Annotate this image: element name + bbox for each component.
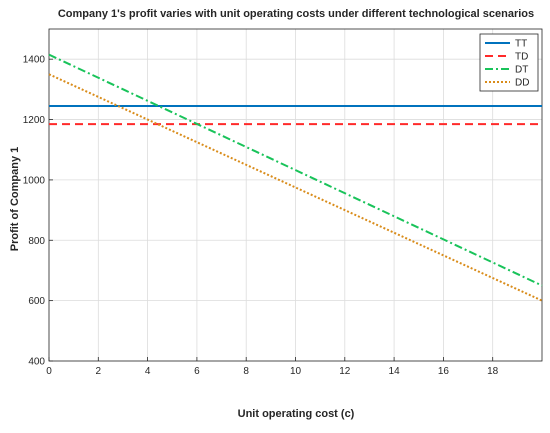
x-tick-label: 10 [290,366,302,377]
y-axis-label: Profit of Company 1 [9,147,21,252]
x-tick-label: 2 [96,366,102,377]
y-tick-label: 1000 [23,175,46,186]
x-tick-label: 0 [46,366,52,377]
x-tick-label: 16 [438,366,450,377]
x-tick-label: 18 [487,366,499,377]
grid [48,29,542,362]
x-tick-label: 6 [194,366,200,377]
series-lines [48,53,543,302]
legend-label-tt: TT [515,39,527,50]
legend-label-dt: DT [515,65,528,76]
legend-label-dd: DD [515,78,529,89]
x-tick-label: 4 [145,366,151,377]
x-tick-label: 12 [339,366,351,377]
series-line-dt [48,53,543,287]
legend: TT TD DT DD [479,33,539,92]
y-tick-label: 1200 [23,115,46,126]
y-tick-label: 400 [28,357,45,368]
x-axis-label: Unit operating cost (c) [238,408,355,420]
series-line-dd [48,73,543,302]
y-tick-label: 1400 [23,55,46,66]
x-tick-label: 14 [389,366,401,377]
chart-title: Company 1's profit varies with unit oper… [58,8,534,20]
x-tick-label: 8 [243,366,249,377]
axis-ticks: 0 2 4 6 8 10 12 14 16 18 400 600 800 1000 1200 1400 [23,55,499,377]
y-tick-label: 600 [28,296,45,307]
legend-label-td: TD [515,52,528,63]
y-tick-label: 800 [28,236,45,247]
